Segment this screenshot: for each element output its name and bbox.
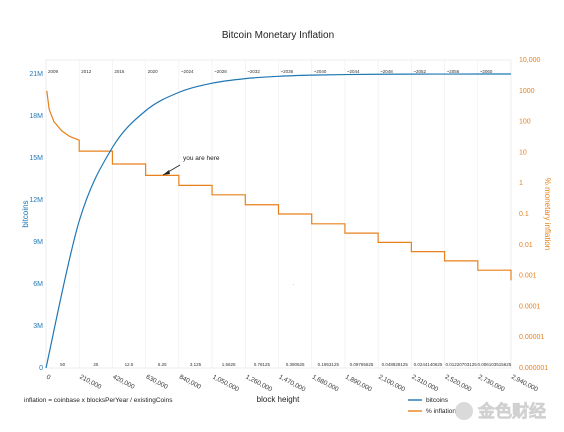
year-label: ~2052 (413, 69, 426, 74)
year-label: ~2060 (480, 69, 493, 74)
formula-annotation: inflation = coinbase x blocksPerYear / e… (24, 397, 173, 404)
x-tick-label: 2,520,000 (444, 374, 473, 394)
year-label: 2020 (148, 69, 159, 74)
y-right-tick-label: 100 (519, 119, 531, 126)
y-left-tick-label: 15M (29, 155, 43, 162)
chart-title: Bitcoin Monetary Inflation (222, 30, 334, 41)
year-label: ~2028 (214, 69, 227, 74)
reward-label: 0.78125 (254, 362, 271, 367)
x-tick-label: 630,000 (145, 374, 169, 391)
annotation-arrowhead (163, 170, 170, 175)
year-label: ~2040 (314, 69, 327, 74)
series-line-inflation (46, 90, 512, 281)
year-label: 2009 (48, 69, 59, 74)
y-right-tick-label: 0.00001 (519, 334, 544, 341)
y-left-tick-label: 3M (33, 323, 43, 330)
reward-label: 25 (93, 362, 99, 367)
x-tick-label: 840,000 (178, 374, 202, 391)
year-label: 2016 (114, 69, 125, 74)
x-tick-label: 1,470,000 (278, 374, 307, 394)
year-labels: 2009 2012 2016 2020 ~2024 ~2028 ~2032 ~2036 ~204… (48, 69, 493, 74)
x-tick-label: 420,000 (111, 374, 135, 391)
y-left-tick-label: 6M (33, 281, 43, 288)
x-tick-label: 2,940,000 (510, 374, 539, 394)
year-label: ~2044 (347, 69, 360, 74)
x-axis-label: block height (257, 395, 300, 404)
y-right-tick-label: 1 (519, 180, 523, 187)
legend: bitcoins % inflation (408, 397, 456, 415)
year-label: ~2048 (380, 69, 393, 74)
x-tick-label: 210,000 (78, 374, 102, 391)
y-left-tick-label: 0 (39, 365, 43, 372)
reward-label: 0.390625 (286, 362, 305, 367)
y-right-tick-label: 0.000001 (519, 365, 548, 372)
reward-label: 0.01220703125 (446, 362, 478, 367)
year-label: 2012 (81, 69, 92, 74)
series-line-bitcoins (45, 73, 512, 369)
x-tick-label: 2,730,000 (477, 374, 506, 394)
y-left-axis-label: bitcoins (21, 200, 30, 227)
x-tick-label: 2,100,000 (377, 374, 406, 394)
y-right-tick-label: 0.0001 (519, 303, 541, 310)
year-label: ~2056 (447, 69, 460, 74)
year-label: ~2036 (281, 69, 294, 74)
reward-label: 0.048828125 (382, 362, 409, 367)
stray-dot: · (293, 282, 295, 287)
reward-label: 12.5 (125, 362, 134, 367)
watermark-logo-icon (455, 402, 473, 420)
y-right-tick-label: 10 (519, 149, 527, 156)
y-left-tick-label: 9M (33, 239, 43, 246)
y-right-tick-label: 0.001 (519, 273, 537, 280)
watermark-text: 金色财经 (477, 401, 546, 422)
reward-label: 3.125 (190, 362, 202, 367)
reward-label: 0.09765625 (350, 362, 374, 367)
y-left-tick-labels: 0 3M 6M 9M 12M 15M 18M 21M (29, 71, 43, 372)
y-right-tick-label: 0.1 (519, 211, 529, 218)
x-tick-label: 0 (45, 374, 52, 382)
reward-label: 0.006103515625 (477, 362, 511, 367)
reward-label: 50 (60, 362, 66, 367)
x-tick-label: 1,050,000 (211, 374, 240, 394)
y-right-tick-label: 0.01 (519, 242, 533, 249)
reward-label: 6.25 (158, 362, 167, 367)
y-left-tick-label: 18M (29, 113, 43, 120)
annotation-you-are-here: you are here (183, 155, 220, 162)
y-right-tick-label: 10,000 (519, 57, 541, 64)
watermark: 金色财经 (455, 401, 546, 422)
x-tick-labels: 0 210,000 420,000 630,000 840,000 1,050,000 1,… (45, 374, 539, 394)
legend-label-bitcoins: bitcoins (426, 397, 449, 404)
x-tick-label: 1,260,000 (244, 374, 273, 394)
y-right-tick-label: 1000 (519, 88, 535, 95)
reward-labels: 50 25 12.5 6.25 3.125 1.5625 0.78125 0.390625 0.… (60, 362, 512, 367)
y-left-tick-label: 21M (29, 71, 43, 78)
x-tick-label: 1,890,000 (344, 374, 373, 394)
y-right-tick-labels: 0.000001 0.00001 0.0001 0.001 0.01 0.1 1 10 100 1… (519, 57, 548, 372)
x-tick-label: 2,310,000 (410, 374, 439, 394)
reward-label: 0.1953125 (318, 362, 340, 367)
reward-label: 0.0244140625 (414, 362, 443, 367)
year-label: ~2024 (181, 69, 194, 74)
y-left-tick-label: 12M (29, 197, 43, 204)
year-label: ~2032 (247, 69, 260, 74)
legend-label-inflation: % inflation (426, 408, 456, 415)
x-tick-label: 1,680,000 (311, 374, 340, 394)
y-right-axis-label: % monetary inflation (543, 178, 552, 250)
reward-label: 1.5625 (222, 362, 236, 367)
x-grid-lines (78, 60, 479, 368)
